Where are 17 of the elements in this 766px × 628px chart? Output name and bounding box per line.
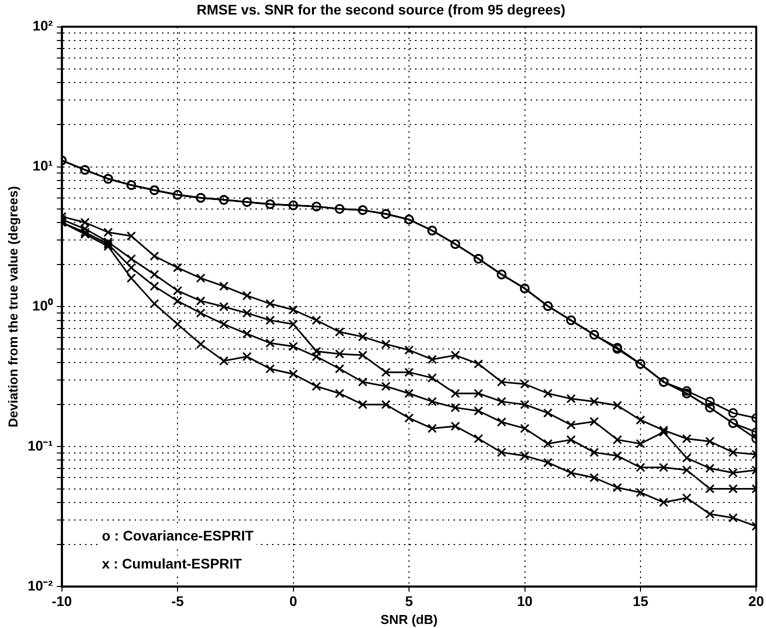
annotation: o : Covariance-ESPRIT: [102, 527, 254, 544]
x-axis-title: SNR (dB): [380, 612, 438, 627]
x-tick-label: 0: [289, 592, 298, 609]
y-axis-title: Deviation from the true value (degrees): [5, 186, 20, 428]
y-tick-label: 10¹: [32, 158, 54, 174]
y-tick-label: 10⁻¹: [28, 438, 54, 454]
chart-title: RMSE vs. SNR for the second source (from 95 degrees): [196, 1, 566, 18]
y-tick-label: 10²: [32, 18, 54, 34]
y-tick-label: 10⁻²: [28, 577, 54, 594]
y-tick-label: 10⁰: [32, 298, 53, 314]
x-tick-label: 20: [748, 592, 764, 609]
x-tick-label: -10: [52, 592, 72, 609]
x-tick-label: 15: [632, 592, 648, 609]
x-tick-label: 5: [405, 592, 414, 609]
x-tick-label: -5: [171, 592, 184, 609]
x-tick-label: 10: [516, 592, 533, 609]
annotation: x : Cumulant-ESPRIT: [102, 555, 242, 572]
